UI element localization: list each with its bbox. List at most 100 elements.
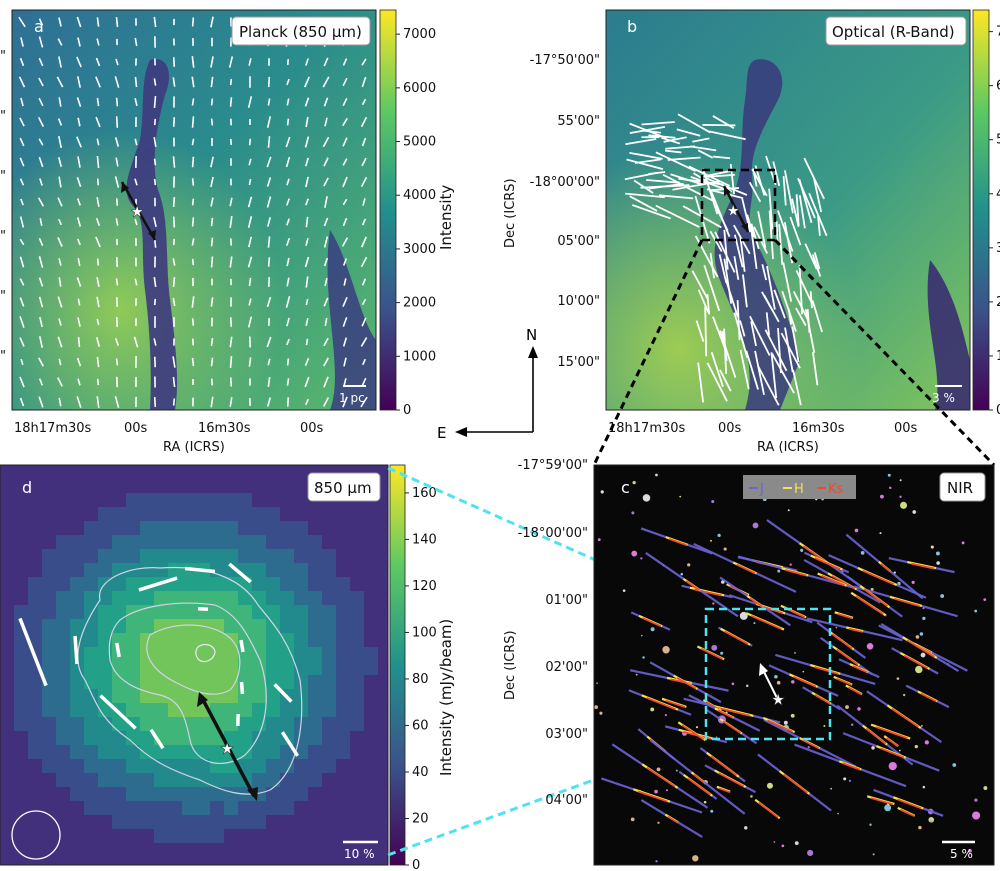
panel-d-colorbar-ticks: 0 20 40 60 80 100 120 140 160 xyxy=(405,486,437,871)
panel-a-star: ★ xyxy=(130,202,144,221)
cbA-tick-3: 3000 xyxy=(403,242,436,257)
panel-b-ytick-5: 15'00" xyxy=(557,355,600,370)
panel-b-ytick-0: -17°50'00" xyxy=(530,53,600,68)
cbB-tick-0: 0 xyxy=(996,403,1000,418)
svg-text:": " xyxy=(0,349,6,364)
panel-c-star: ★ xyxy=(771,690,785,709)
panel-c-ytick-1: -18°00'00" xyxy=(518,526,588,541)
svg-text:": " xyxy=(0,109,6,124)
cbA-tick-7: 7000 xyxy=(403,27,436,42)
panel-d: ★ 10 % d 850 μm 0 20 40 60 80 100 120 140 160 In… xyxy=(0,464,455,871)
panel-b-colorbar-ticks: 0 1 2 3 4 5 6 7 xyxy=(989,25,1000,418)
panel-d-letter: d xyxy=(22,478,32,497)
panel-b-star: ★ xyxy=(726,201,740,220)
zoom-connector-left xyxy=(592,239,704,466)
panel-a-xtick-3: 00s xyxy=(300,421,324,436)
panel-b-ylabel: Dec (ICRS) xyxy=(503,178,518,248)
panel-d-beam xyxy=(11,810,61,860)
cbD-tick-2: 40 xyxy=(412,765,429,780)
panel-a-outflow-arrow xyxy=(120,181,157,241)
panel-d-contour-inner xyxy=(146,624,241,695)
cbB-tick-2: 2 xyxy=(996,295,1000,310)
panel-a-xlabel: RA (ICRS) xyxy=(163,440,225,455)
panel-a: ★ 1 pc a Planck (850 μm) 0 1000 2000 3000 40… xyxy=(0,9,455,455)
zoom-connector-right xyxy=(773,238,996,467)
panel-b-yticks: -17°50'00" 55'00" -18°00'00" 05'00" 10'0… xyxy=(530,53,600,370)
panel-d-scalebar: 10 % xyxy=(344,847,375,861)
panel-a-xtick-0: 18h17m30s xyxy=(14,421,92,436)
panel-c-ytick-4: 03'00" xyxy=(545,727,588,742)
legend-j: J xyxy=(759,482,764,497)
cbB-tick-5: 5 xyxy=(996,133,1000,148)
cbB-tick-3: 3 xyxy=(996,241,1000,256)
panel-b-xticks: 18h17m30s 00s 16m30s 00s xyxy=(608,421,918,436)
svg-text:": " xyxy=(0,289,6,304)
panel-b-ytick-3: 05'00" xyxy=(557,234,600,249)
cbD-tick-7: 140 xyxy=(412,532,437,547)
panel-c-legend-items: J H Ks xyxy=(749,482,844,497)
panel-b-ytick-1: 55'00" xyxy=(557,114,600,129)
panel-c-zoom-box xyxy=(704,607,832,741)
panel-b-title: Optical (R-Band) xyxy=(832,23,955,41)
cbD-tick-6: 120 xyxy=(412,579,437,594)
panel-c-ytick-0: -17°59'00" xyxy=(518,458,588,473)
panel-a-letter: a xyxy=(34,17,44,36)
panel-c-legend xyxy=(743,475,856,499)
panel-b-xlabel: RA (ICRS) xyxy=(757,440,819,455)
panel-d-polarization-vectors xyxy=(18,562,300,757)
compass: N E xyxy=(437,326,538,442)
cbD-tick-0: 0 xyxy=(412,858,420,871)
panel-b-scalebar: 3 % xyxy=(932,391,955,405)
svg-text:": " xyxy=(0,229,6,244)
panel-b-ytick-4: 10'00" xyxy=(557,294,600,309)
panel-b-zoom-box xyxy=(700,168,777,242)
panel-b-ytick-2: -18°00'00" xyxy=(530,175,600,190)
panel-c-letter: c xyxy=(621,478,630,497)
cbD-tick-8: 160 xyxy=(412,486,437,501)
cyan-connector-bottom xyxy=(387,737,707,857)
panel-d-colorbar-label: Intensity (mJy/beam) xyxy=(437,619,455,776)
panel-b-xtick-0: 18h17m30s xyxy=(608,421,686,436)
svg-text:": " xyxy=(0,49,6,64)
panel-d-colorbar xyxy=(389,464,406,866)
panel-a-colorbar xyxy=(379,9,397,411)
panel-c-stars xyxy=(594,473,988,863)
panel-d-outflow-arrow xyxy=(199,695,256,797)
panel-a-title: Planck (850 μm) xyxy=(239,23,362,41)
panel-b-xtick-3: 00s xyxy=(894,421,918,436)
panel-d-pixel-map xyxy=(14,493,378,843)
cbB-tick-6: 6 xyxy=(996,79,1000,94)
panel-b-letter: b xyxy=(627,17,637,36)
panel-a-colorbar-ticks: 0 1000 2000 3000 4000 5000 6000 7000 xyxy=(396,27,436,418)
compass-east: E xyxy=(437,424,446,442)
panel-c-scalebar: 5 % xyxy=(950,847,973,861)
panel-c-title: NIR xyxy=(947,479,973,497)
cbA-tick-6: 6000 xyxy=(403,81,436,96)
panel-b-xtick-1: 00s xyxy=(718,421,742,436)
cbB-tick-1: 1 xyxy=(996,349,1000,364)
legend-ks: Ks xyxy=(828,482,844,497)
panel-b-colorbar xyxy=(972,9,990,411)
panel-d-title: 850 μm xyxy=(314,479,372,497)
panel-c-yticks: -17°59'00" -18°00'00" 01'00" 02'00" 03'0… xyxy=(518,458,588,808)
panel-a-xtick-2: 16m30s xyxy=(198,421,251,436)
panel-c-polarization-vectors xyxy=(601,519,968,838)
cbA-tick-4: 4000 xyxy=(403,188,436,203)
compass-north: N xyxy=(526,326,537,344)
panel-c-ytick-5: 04'00" xyxy=(545,793,588,808)
cbD-tick-4: 80 xyxy=(412,672,429,687)
panel-c: ★ 5 % c J H Ks NIR -17°59'00" -18°00'00"… xyxy=(503,458,995,866)
cbD-tick-3: 60 xyxy=(412,718,429,733)
cbA-tick-5: 5000 xyxy=(403,135,436,150)
panel-a-xticks: 18h17m30s 00s 16m30s 00s xyxy=(14,421,324,436)
cbA-tick-0: 0 xyxy=(403,403,411,418)
panel-d-star: ★ xyxy=(220,739,234,758)
panel-b-xtick-2: 16m30s xyxy=(792,421,845,436)
cbD-tick-5: 100 xyxy=(412,625,437,640)
panel-a-scalebar: 1 pc xyxy=(339,391,365,405)
cbB-tick-4: 4 xyxy=(996,187,1000,202)
panel-b-filament xyxy=(714,59,800,410)
legend-h: H xyxy=(794,482,804,497)
svg-text:": " xyxy=(0,169,6,184)
